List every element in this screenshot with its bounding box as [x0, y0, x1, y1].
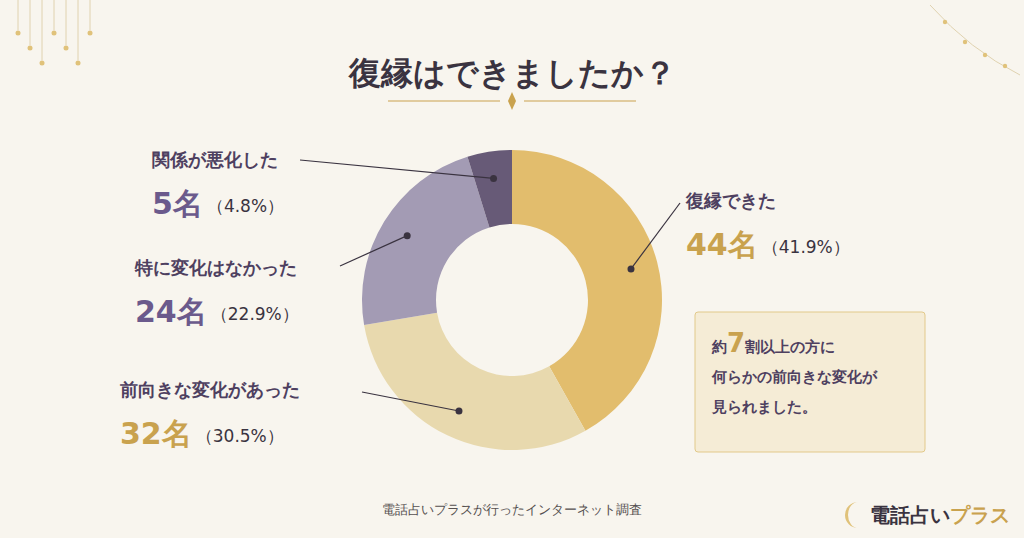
annotation-line: 何らかの前向きな変化が: [711, 368, 878, 386]
leader-line: [362, 392, 459, 411]
count-label: 5名: [152, 186, 203, 221]
category-label: 特に変化はなかった: [134, 257, 297, 278]
leader-dot: [627, 265, 634, 272]
value-label: （41.9%）: [762, 237, 850, 257]
logo: 電話占いプラス: [845, 502, 1010, 528]
leader-line: [631, 203, 680, 269]
slice: [362, 157, 489, 325]
count-label: 24名: [135, 294, 207, 329]
decor-star: [40, 61, 45, 66]
decor-star: [76, 61, 81, 66]
decor-star: [1003, 64, 1007, 68]
logo-text: 電話占いプラス: [870, 503, 1010, 527]
value-label: （4.8%）: [207, 196, 284, 216]
decor-string: [30, 0, 31, 45]
chart: 復縁はできましたか？ 復縁できた 44名（41.9%） 前向きな変化があった 32名（3…: [0, 0, 1024, 538]
logo-moon: [845, 502, 858, 528]
title-diamond: [508, 92, 516, 110]
value-label: （22.9%）: [211, 304, 299, 324]
decor-star: [64, 46, 69, 51]
category-label: 前向きな変化があった: [119, 379, 300, 400]
leader-dot: [404, 232, 411, 239]
background: [0, 0, 1024, 538]
leader-line: [340, 236, 407, 266]
source: 電話占いプラスが行ったインターネット調査: [382, 502, 642, 517]
decor-string: [18, 0, 19, 30]
count-label: 32名: [120, 416, 192, 451]
slice: [364, 313, 585, 450]
decor-string: [90, 0, 91, 30]
title-rule: [388, 100, 500, 101]
logo-part: 電話占い: [870, 503, 950, 527]
leader-dot: [490, 175, 497, 182]
count-label: 44名: [686, 227, 758, 262]
leader-dot: [455, 407, 462, 414]
decor-star: [16, 31, 21, 36]
leader-line: [300, 160, 494, 178]
title-rule: [524, 100, 636, 101]
decor-star: [52, 31, 57, 36]
title: 復縁はできましたか？: [348, 54, 676, 92]
annotation-line: 約7割以上の方に: [711, 328, 835, 358]
annotation: 約7割以上の方に何らかの前向きな変化が見られました。: [695, 312, 925, 452]
decor-star: [983, 53, 987, 57]
decor-string: [66, 0, 67, 45]
decor-star: [963, 40, 967, 44]
category-label: 復縁できた: [685, 190, 776, 211]
logo-part: プラス: [950, 503, 1010, 527]
annotation-line: 見られました。: [711, 398, 817, 416]
decor-string: [42, 0, 43, 60]
decor-star: [943, 20, 947, 24]
decor-star: [88, 31, 93, 36]
decor-string: [930, 5, 1020, 75]
decor-string: [78, 0, 79, 60]
value-label: （30.5%）: [196, 426, 284, 446]
category-label: 関係が悪化した: [152, 149, 278, 170]
labels: 復縁できた 44名（41.9%） 前向きな変化があった 32名（30.5%） 特に変化は…: [119, 149, 850, 451]
slice: [467, 150, 512, 227]
donut: [362, 150, 662, 450]
decor-star: [28, 46, 33, 51]
annotation-box: [695, 312, 925, 452]
decor-string: [54, 0, 55, 30]
